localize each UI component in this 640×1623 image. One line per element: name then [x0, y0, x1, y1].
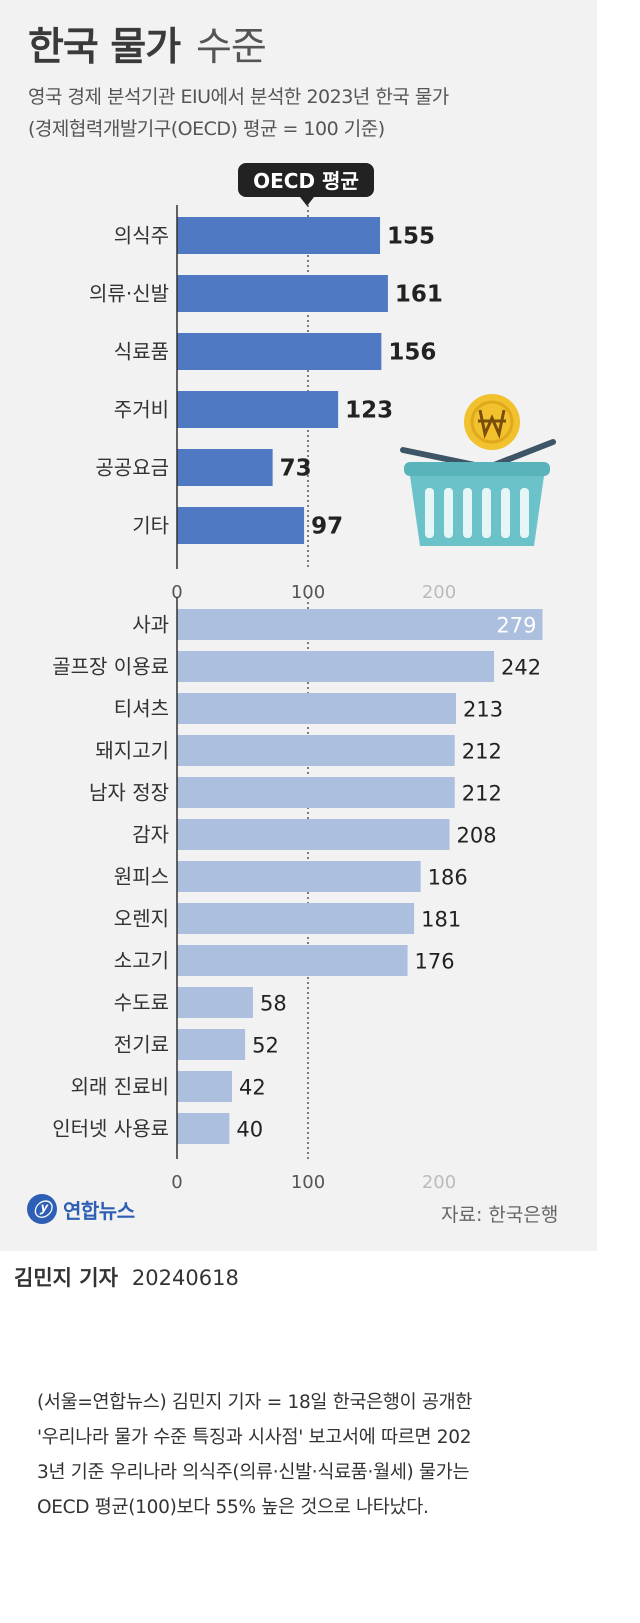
bottom-bar [177, 651, 495, 682]
top-tick-label: 200 [422, 582, 456, 603]
bottom-bar-chart: 사과 279 골프장 이용료 242 티셔츠 213 돼지고기 212 남자 정장 212 감자 20… [52, 597, 543, 1193]
bottom-bar [177, 819, 450, 850]
top-bar-chart: 의식주 155 의류·신발 161 식료품 156 주거비 123 공공요금 73 기타 97 0 100… [89, 205, 456, 603]
bottom-bar [177, 609, 543, 640]
bottom-category-label: 남자 정장 [89, 781, 169, 805]
source-note: 자료: 한국은행 [441, 1204, 559, 1226]
top-value-label: 97 [311, 514, 343, 540]
oecd-callout-box [238, 163, 374, 197]
bottom-tick-label: 200 [422, 1172, 456, 1193]
brand: ⓨ 연합뉴스 [27, 1194, 135, 1224]
top-category-label: 공공요금 [95, 456, 169, 480]
bottom-value-label: 213 [463, 698, 503, 722]
bottom-tick-label: 100 [291, 1172, 325, 1193]
oecd-callout-pointer [300, 197, 314, 206]
oecd-callout-label: OECD 평균 [253, 169, 359, 193]
article-line: (서울=연합뉴스) 김민지 기자 = 18일 한국은행이 공개한 [37, 1392, 473, 1413]
bottom-bar [177, 903, 415, 934]
bottom-bar [177, 1071, 233, 1102]
bottom-bar [177, 987, 253, 1018]
top-category-label: 식료품 [114, 340, 169, 364]
bottom-bar [177, 693, 457, 724]
chart-title-suffix: 수준 [196, 25, 267, 70]
byline-name: 김민지 기자 [14, 1266, 118, 1290]
article-line: '우리나라 물가 수준 특징과 시사점' 보고서에 따르면 202 [37, 1427, 472, 1448]
top-category-label: 의류·신발 [89, 282, 169, 306]
bottom-bar [177, 735, 455, 766]
bottom-category-label: 수도료 [114, 991, 169, 1015]
top-value-label: 155 [387, 224, 435, 250]
top-category-label: 의식주 [114, 224, 169, 248]
shopping-basket-icon [400, 394, 556, 546]
chart-subtitle-line2: (경제협력개발기구(OECD) 평균 = 100 기준) [28, 118, 385, 140]
chart-subtitle-line1: 영국 경제 분석기관 EIU에서 분석한 2023년 한국 물가 [28, 86, 449, 108]
top-category-label: 기타 [132, 514, 169, 538]
bottom-category-label: 소고기 [114, 949, 169, 973]
bottom-value-label: 58 [260, 992, 287, 1016]
bottom-value-label: 42 [239, 1076, 266, 1100]
bottom-value-label: 186 [428, 866, 468, 890]
bottom-category-label: 티셔츠 [114, 697, 169, 721]
brand-name: 연합뉴스 [63, 1198, 135, 1223]
top-bar [177, 507, 305, 544]
top-category-label: 주거비 [114, 398, 169, 422]
bottom-value-label: 40 [236, 1118, 263, 1142]
bottom-bar [177, 1113, 230, 1144]
top-value-label: 73 [280, 456, 312, 482]
bottom-category-label: 돼지고기 [95, 739, 169, 763]
bottom-category-label: 감자 [132, 823, 169, 847]
top-tick-label: 0 [171, 582, 182, 603]
bottom-bar [177, 861, 421, 892]
bar-chart: 의식주 155 의류·신발 161 식료품 156 주거비 123 공공요금 73 기타 97 0 100… [52, 163, 556, 1193]
top-value-label: 123 [345, 398, 393, 424]
bottom-bar [177, 1029, 246, 1060]
bottom-value-label: 52 [252, 1034, 279, 1058]
top-bar [177, 391, 339, 428]
byline-date: 20240618 [131, 1266, 239, 1290]
bottom-bar [177, 777, 455, 808]
infographic-panel: 한국 물가 수준 영국 경제 분석기관 EIU에서 분석한 2023년 한국 물… [0, 0, 597, 1251]
bottom-category-label: 전기료 [114, 1033, 169, 1057]
bottom-tick-label: 0 [171, 1172, 182, 1193]
top-bar [177, 449, 273, 486]
top-bar [177, 217, 381, 254]
bottom-value-label: 212 [462, 740, 502, 764]
bottom-value-label: 208 [456, 824, 496, 848]
byline: 김민지 기자 20240618 [14, 1262, 239, 1292]
top-tick-label: 100 [291, 582, 325, 603]
article-body: (서울=연합뉴스) 김민지 기자 = 18일 한국은행이 공개한 '우리나라 물… [37, 1385, 607, 1525]
top-bar [177, 333, 382, 370]
bottom-value-label: 242 [501, 656, 541, 680]
top-value-label: 156 [388, 340, 436, 366]
bottom-category-label: 오렌지 [114, 907, 169, 931]
oecd-average-callout: OECD 평균 [238, 163, 374, 206]
top-value-label: 161 [395, 282, 443, 308]
yonhap-logo-icon: ⓨ [27, 1194, 57, 1224]
bottom-category-label: 원피스 [114, 865, 169, 889]
bottom-value-label: 181 [421, 908, 461, 932]
top-bar [177, 275, 388, 312]
bottom-category-label: 사과 [132, 613, 169, 637]
bottom-category-label: 외래 진료비 [71, 1075, 169, 1099]
article-line: 3년 기준 우리나라 의식주(의류·신발·식료품·월세) 물가는 [37, 1462, 470, 1483]
chart-title: 한국 물가 [28, 25, 181, 70]
bottom-category-label: 인터넷 사용료 [52, 1117, 169, 1141]
article-line: OECD 평균(100)보다 55% 높은 것으로 나타났다. [37, 1497, 429, 1518]
bottom-bar [177, 945, 408, 976]
bottom-value-label: 212 [462, 782, 502, 806]
bottom-category-label: 골프장 이용료 [52, 655, 169, 679]
bottom-value-label: 279 [496, 614, 536, 638]
bottom-value-label: 176 [415, 950, 455, 974]
